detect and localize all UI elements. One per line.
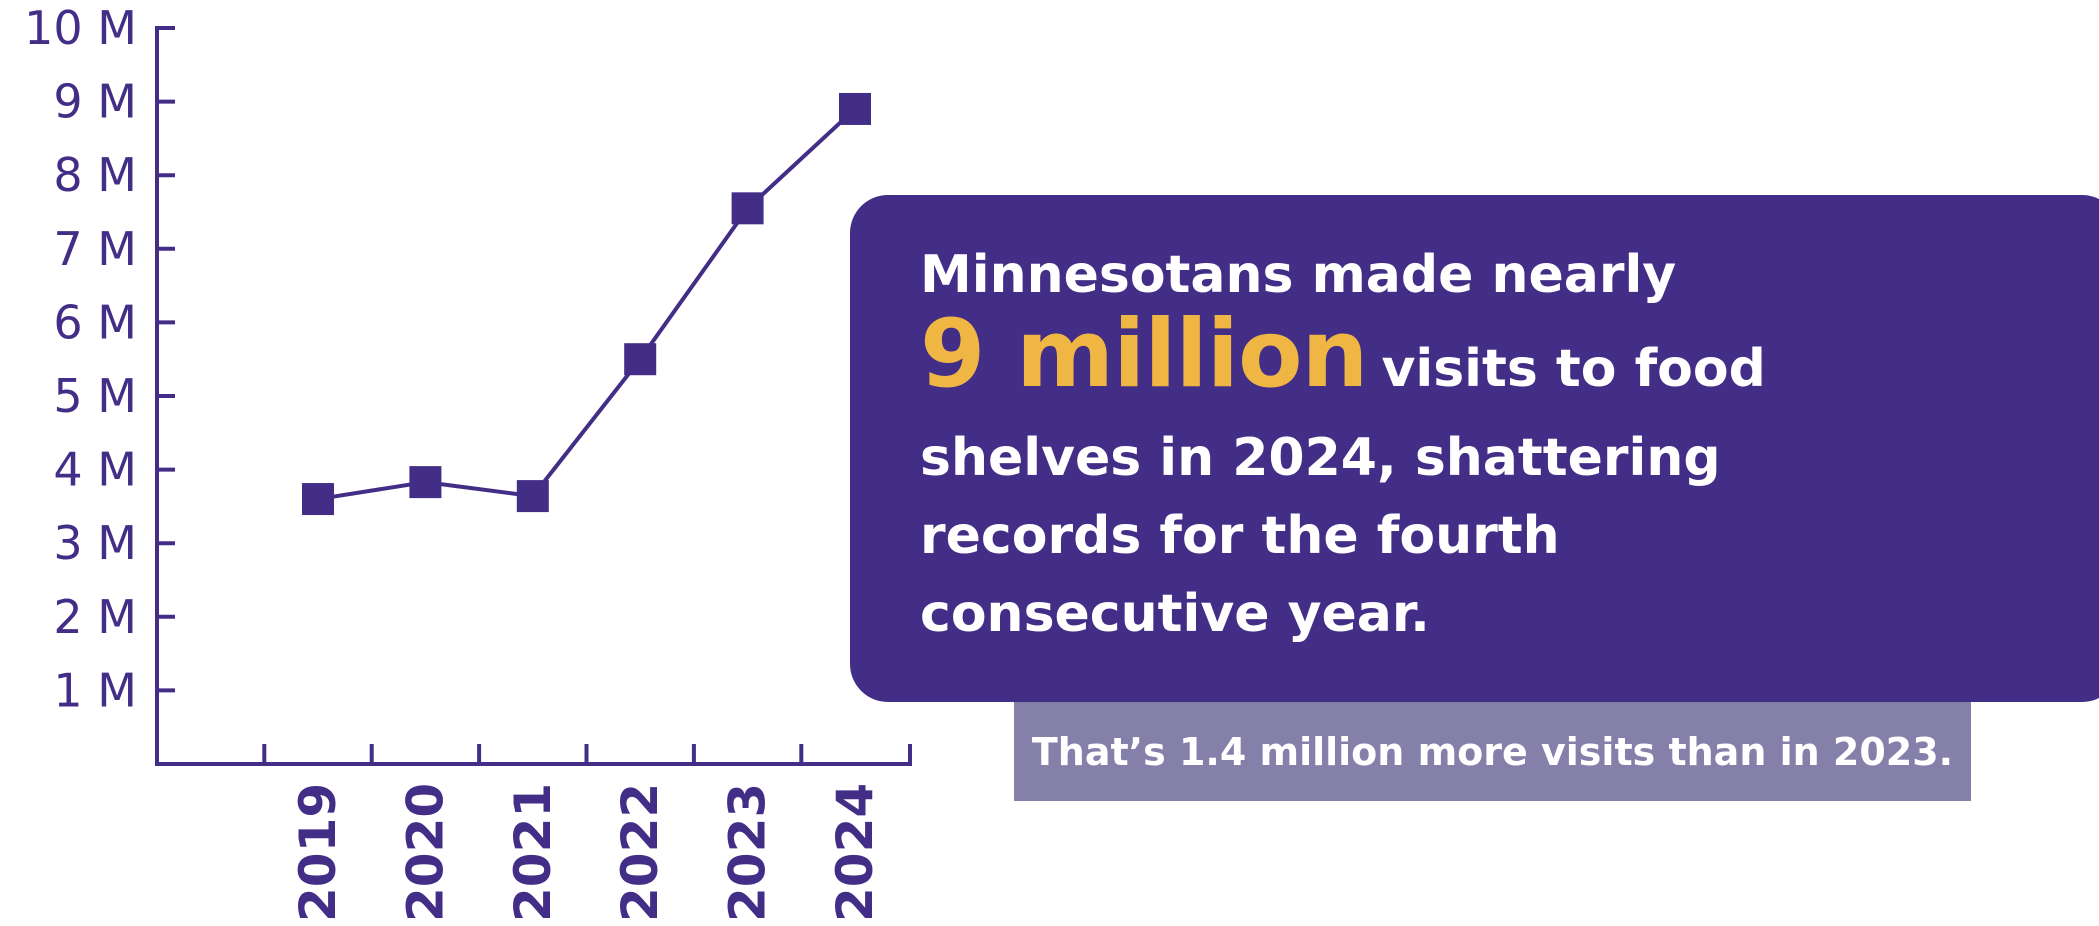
y-tick-label: 2 M: [53, 590, 137, 644]
data-point-marker: [731, 192, 764, 225]
y-tick-label: 9 M: [53, 75, 137, 129]
data-point-marker: [302, 483, 334, 516]
headline-line-2: 9 million visits to food: [920, 305, 2099, 419]
y-tick-label: 8 M: [53, 148, 137, 202]
line-chart: 1 M 2 M 3 M 4 M 5 M 6 M 7 M 8 M 9 M 10 M 2019 2020…: [24, 1, 912, 922]
series-path: [317, 107, 857, 502]
data-point-marker: [624, 343, 657, 376]
y-tick-label: 10 M: [24, 1, 137, 55]
x-tick-label: 2022: [611, 783, 669, 922]
headline-line-4: records for the fourth: [920, 506, 1560, 566]
headline-line-5: consecutive year.: [920, 584, 1430, 644]
y-tick-label: 6 M: [53, 295, 137, 349]
headline-highlight: 9 million: [920, 300, 1368, 409]
x-tick-label: 2021: [504, 783, 562, 922]
headline-line-2-rest: visits to food: [1381, 339, 1766, 399]
comparison-text: That’s 1.4 million more visits than in 2…: [1031, 729, 1954, 774]
data-point-marker: [409, 466, 442, 499]
data-point-marker: [839, 92, 871, 125]
headline-callout: Minnesotans made nearly 9 million visits …: [850, 195, 2099, 702]
data-point-marker: [516, 480, 549, 513]
series-line: [302, 92, 871, 516]
x-tick-label: 2023: [719, 783, 777, 922]
x-tick-label: 2024: [826, 783, 884, 922]
y-tick-label: 3 M: [53, 516, 137, 570]
y-axis: 1 M 2 M 3 M 4 M 5 M 6 M 7 M 8 M 9 M 10 M: [24, 1, 175, 766]
x-axis: 2019 2020 2021 2022 2023 2024: [155, 744, 912, 922]
headline-line-3: shelves in 2024, shattering: [920, 428, 1721, 488]
y-tick-label: 1 M: [53, 663, 137, 717]
x-tick-label: 2020: [396, 783, 454, 922]
y-tick-label: 7 M: [53, 222, 137, 276]
comparison-banner: That’s 1.4 million more visits than in 2…: [1014, 702, 1971, 801]
y-tick-label: 5 M: [53, 369, 137, 423]
headline-line-1: Minnesotans made nearly: [920, 245, 1677, 305]
x-tick-label: 2019: [289, 783, 347, 922]
y-tick-label: 4 M: [53, 443, 137, 497]
